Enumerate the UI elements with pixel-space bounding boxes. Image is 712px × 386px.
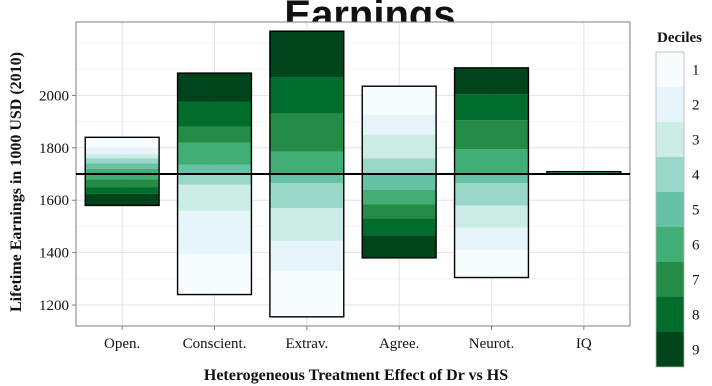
decile-segment (269, 113, 344, 152)
decile-segment (362, 204, 437, 219)
decile-segment (362, 189, 437, 205)
axis-layer: 1200 1400 1600 1800 2000 Open. Conscient. Extra… (39, 88, 592, 352)
legend-key (656, 192, 684, 227)
legend-label: 2 (692, 98, 700, 114)
decile-segment (85, 158, 160, 164)
decile-segment (177, 101, 252, 127)
legend-label: 4 (692, 168, 700, 184)
bar-outline (453, 67, 530, 279)
legend-title: Deciles (657, 30, 702, 46)
decile-segment (269, 31, 344, 78)
decile-segment (85, 154, 160, 159)
legend-label: 9 (692, 343, 700, 359)
decile-segment (85, 193, 160, 206)
y-tick-label: 1800 (39, 141, 69, 157)
decile-segment (454, 149, 529, 174)
decile-segment (177, 184, 252, 211)
decile-segment (177, 164, 252, 174)
decile-segment (177, 142, 252, 165)
decile-segment (177, 210, 252, 254)
decile-segment (546, 172, 621, 174)
decile-segment (454, 94, 529, 121)
legend-key (656, 262, 684, 297)
decile-segment (362, 158, 437, 174)
x-tick-label: Conscient. (183, 336, 247, 352)
decile-segment (454, 205, 529, 228)
decile-segment (454, 120, 529, 150)
legend-key (656, 297, 684, 332)
decile-segment (362, 86, 437, 116)
legend-label: 8 (692, 308, 700, 324)
decile-segment (269, 77, 344, 114)
legend-key (656, 52, 684, 87)
x-axis-title: Heterogeneous Treatment Effect of Dr vs … (204, 367, 508, 384)
y-tick-label: 1400 (39, 246, 69, 262)
decile-segment (269, 270, 344, 317)
decile-segment (177, 253, 252, 295)
x-tick-label: Extrav. (285, 336, 328, 352)
legend-frame (655, 51, 685, 368)
decile-segment (177, 73, 252, 102)
legend-key (656, 87, 684, 122)
legend-label: 5 (692, 203, 700, 219)
decile-segment (269, 208, 344, 241)
decile-segment (269, 183, 344, 209)
decile-segment (269, 174, 344, 184)
x-tick-label: Neurot. (469, 336, 514, 352)
decile-segment (546, 172, 621, 173)
legend-key (656, 122, 684, 157)
decile-segment (85, 147, 160, 155)
x-tick-label: Open. (104, 336, 140, 352)
bar-outline (361, 85, 437, 259)
legend-key (656, 157, 684, 192)
x-tick-label: Agree. (379, 336, 419, 352)
decile-segment (177, 174, 252, 185)
decile-segment (85, 179, 160, 188)
decile-segment (454, 174, 529, 184)
y-axis-title: Lifetime Earnings in 1000 USD (2010) (8, 52, 25, 312)
decile-segment (454, 183, 529, 206)
y-tick-label: 1200 (39, 298, 69, 314)
y-tick-label: 2000 (39, 88, 69, 104)
legend-label: 1 (692, 63, 700, 79)
decile-segment (85, 163, 160, 169)
y-tick-label: 1600 (39, 193, 69, 209)
legend-key (656, 332, 684, 367)
bar-outline (176, 72, 253, 296)
legend-key (656, 227, 684, 262)
bars-layer (84, 30, 622, 318)
legend: Deciles 1 2 3 4 5 6 7 8 9 (655, 30, 702, 368)
decile-segment (177, 126, 252, 143)
decile-segment (546, 172, 621, 173)
bar-outline (84, 136, 160, 207)
decile-segment (269, 151, 344, 174)
decile-segment (362, 174, 437, 190)
decile-segment (454, 250, 529, 278)
decile-segment (362, 235, 437, 258)
decile-segment (269, 240, 344, 271)
legend-label: 6 (692, 238, 700, 254)
decile-segment (362, 134, 437, 159)
legend-label: 7 (692, 273, 700, 289)
decile-segment (362, 218, 437, 236)
decile-segment (85, 137, 160, 148)
decile-segment (85, 187, 160, 194)
decile-segment (454, 67, 529, 95)
legend-label: 3 (692, 133, 700, 149)
decile-segment (454, 227, 529, 250)
decile-segment (362, 115, 437, 135)
x-tick-label: IQ (576, 336, 592, 352)
